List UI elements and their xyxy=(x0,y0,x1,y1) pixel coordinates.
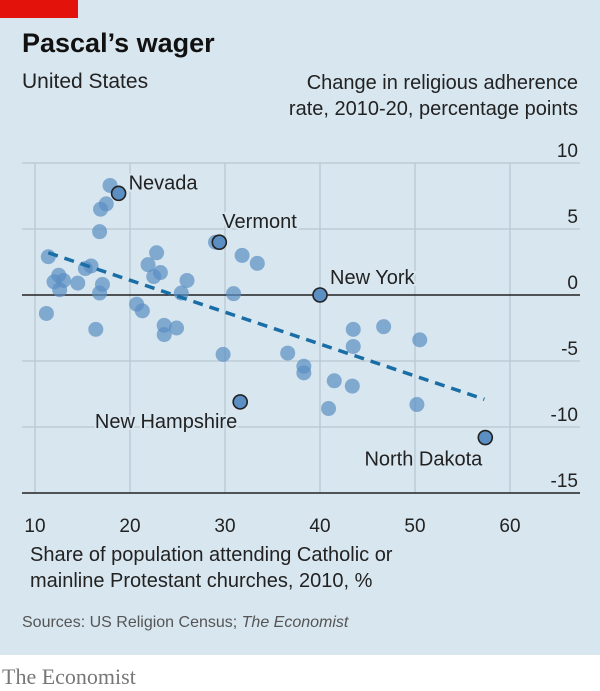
y-tick-label: 5 xyxy=(567,207,578,228)
x-tick-label: 30 xyxy=(214,516,235,537)
highlighted-point xyxy=(110,185,127,202)
data-point xyxy=(146,269,162,285)
highlighted-point xyxy=(211,234,228,250)
x-tick-label: 50 xyxy=(404,516,425,537)
y-tick-label: -15 xyxy=(551,471,578,492)
data-point xyxy=(249,255,265,271)
economist-logo: The Economist xyxy=(2,664,136,689)
source-text: Sources: US Religion Census; xyxy=(22,614,242,631)
point-label: Vermont xyxy=(222,211,297,233)
data-point xyxy=(345,321,361,337)
x-tick-label: 20 xyxy=(119,516,140,537)
data-point xyxy=(140,257,156,273)
x-axis-label-line2: mainline Protestant churches, 2010, % xyxy=(30,570,373,592)
data-point xyxy=(296,365,312,381)
data-point xyxy=(52,282,68,298)
y-tick-label: 10 xyxy=(557,141,578,162)
data-point xyxy=(345,338,361,354)
data-point xyxy=(92,285,108,301)
x-tick-label: 40 xyxy=(309,516,330,537)
data-point xyxy=(280,345,296,361)
scatter-plot: 10 20 30 40 50 601050-5-10-15NevadaVermontNew… xyxy=(22,141,580,537)
point-label: North Dakota xyxy=(364,449,483,471)
data-point xyxy=(234,247,250,263)
data-point xyxy=(179,272,195,288)
x-axis-label-line1: Share of population attending Catholic o… xyxy=(30,544,393,566)
chart-title: Pascal’s wager xyxy=(22,28,215,58)
data-point xyxy=(376,319,392,335)
data-point xyxy=(88,321,104,337)
data-point xyxy=(93,201,109,217)
data-point xyxy=(409,397,425,413)
x-tick-label: 10 xyxy=(24,516,45,537)
data-point xyxy=(412,332,428,348)
chart-subtitle: United States xyxy=(22,70,149,93)
y-tick-label: 0 xyxy=(567,273,578,294)
y-axis-label-line2: rate, 2010-20, percentage points xyxy=(288,98,578,120)
point-label: New Hampshire xyxy=(95,411,237,433)
highlighted-point xyxy=(477,429,494,446)
data-point xyxy=(215,346,231,362)
data-point xyxy=(344,378,360,394)
y-axis-label: Change in religious adherence rate, 2010… xyxy=(218,70,578,122)
source-note: Sources: US Religion Census; The Economi… xyxy=(22,614,348,632)
point-label: Nevada xyxy=(129,172,199,194)
highlighted-point xyxy=(312,287,328,303)
data-point xyxy=(156,327,172,343)
data-point xyxy=(169,320,185,336)
data-point xyxy=(83,258,99,274)
x-tick-label: 60 xyxy=(499,516,520,537)
data-point xyxy=(70,275,86,291)
x-axis-label: Share of population attending Catholic o… xyxy=(30,542,392,594)
source-italic: The Economist xyxy=(241,614,349,631)
y-tick-label: -10 xyxy=(551,405,578,426)
data-point xyxy=(321,401,337,417)
data-point xyxy=(40,249,56,265)
y-axis-label-line1: Change in religious adherence xyxy=(306,72,578,94)
data-point xyxy=(92,224,108,240)
data-point xyxy=(134,303,150,319)
data-point xyxy=(226,286,242,302)
point-label: New York xyxy=(330,267,415,289)
highlighted-point xyxy=(232,394,248,410)
data-point xyxy=(38,305,54,321)
data-point xyxy=(149,245,165,261)
trend-line xyxy=(47,251,485,401)
y-tick-label: -5 xyxy=(561,339,578,360)
brand-red-tag xyxy=(0,0,78,18)
data-point xyxy=(326,373,342,389)
